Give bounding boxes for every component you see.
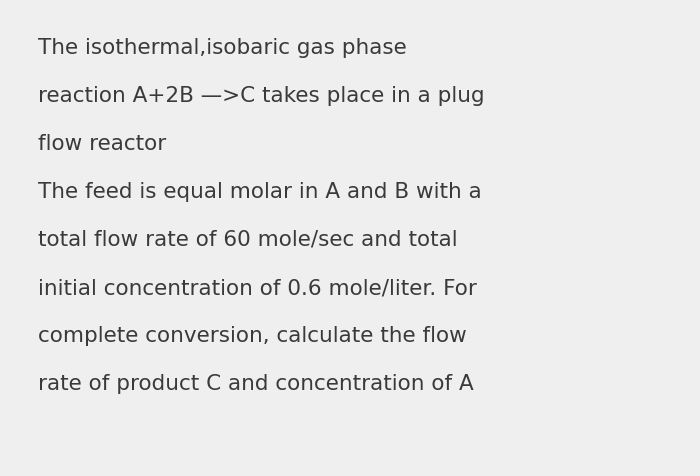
Text: rate of product C and concentration of A: rate of product C and concentration of A	[38, 373, 474, 393]
Text: The feed is equal molar in A and B with a: The feed is equal molar in A and B with …	[38, 182, 482, 201]
Text: reaction A+2B —>C takes place in a plug: reaction A+2B —>C takes place in a plug	[38, 86, 484, 106]
Text: The isothermal,isobaric gas phase: The isothermal,isobaric gas phase	[38, 38, 407, 58]
Text: flow reactor: flow reactor	[38, 134, 167, 154]
Text: initial concentration of 0.6 mole/liter. For: initial concentration of 0.6 mole/liter.…	[38, 278, 477, 298]
Text: total flow rate of 60 mole/sec and total: total flow rate of 60 mole/sec and total	[38, 229, 458, 249]
Text: complete conversion, calculate the flow: complete conversion, calculate the flow	[38, 325, 467, 345]
